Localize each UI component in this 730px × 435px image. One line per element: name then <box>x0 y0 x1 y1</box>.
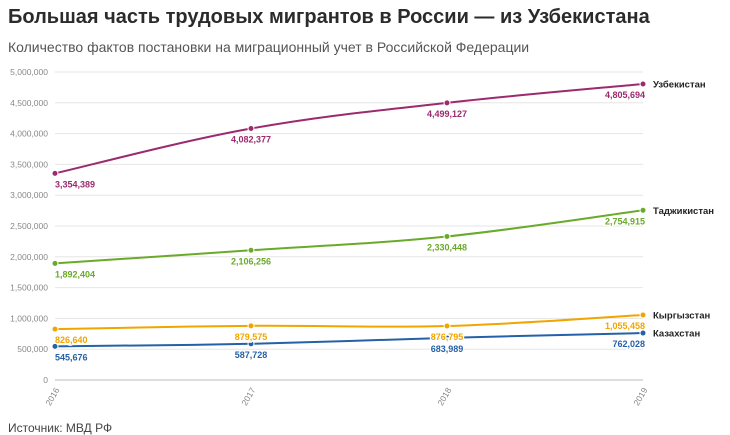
data-points <box>51 80 647 350</box>
x-tick-label: 2019 <box>631 386 649 408</box>
y-tick-label: 3,000,000 <box>10 190 48 200</box>
data-point <box>247 340 255 348</box>
series-name-label: Кыргызстан <box>653 310 710 321</box>
data-point <box>443 334 451 342</box>
x-tick-label: 2018 <box>435 386 453 408</box>
y-tick-label: 4,500,000 <box>10 98 48 108</box>
data-label: 762,028 <box>612 339 645 349</box>
y-axis-ticks: 0 500,000 1,000,000 1,500,000 2,000,000 2,500… <box>10 67 48 385</box>
data-label: 4,499,127 <box>427 109 467 119</box>
series-name-label: Узбекистан <box>653 79 706 90</box>
data-point <box>247 125 255 133</box>
y-tick-label: 1,000,000 <box>10 313 48 323</box>
data-label: 826,640 <box>55 335 88 345</box>
y-tick-label: 4,000,000 <box>10 129 48 139</box>
source-note: Источник: МВД РФ <box>8 421 113 435</box>
data-label: 2,754,915 <box>605 216 645 226</box>
data-point <box>443 99 451 107</box>
data-label: 876,795 <box>431 332 464 342</box>
y-tick-label: 1,500,000 <box>10 283 48 293</box>
y-tick-label: 5,000,000 <box>10 67 48 77</box>
data-label: 3,354,389 <box>55 179 95 189</box>
series-name-label: Таджикистан <box>653 206 714 217</box>
data-label: 4,082,377 <box>231 135 271 145</box>
y-tick-label: 0 <box>43 375 48 385</box>
series-name-labels: Узбекистан Таджикистан Кыргызстан Казахстан <box>653 79 714 339</box>
series-name-label: Казахстан <box>653 329 700 340</box>
data-label: 545,676 <box>55 352 88 362</box>
data-label: 2,106,256 <box>231 256 271 266</box>
series-line <box>54 332 644 348</box>
data-point <box>639 311 647 319</box>
data-label: 683,989 <box>431 344 464 354</box>
y-tick-label: 500,000 <box>17 344 48 354</box>
chart-subtitle: Количество фактов постановки на миграцио… <box>8 39 530 55</box>
data-point <box>247 246 255 254</box>
data-point <box>443 232 451 240</box>
data-labels: 3,354,389 4,082,377 4,499,127 4,805,694 1,89… <box>54 89 647 364</box>
series-line <box>54 313 644 331</box>
grid-lines <box>55 71 643 381</box>
data-point <box>51 325 59 333</box>
data-point <box>639 80 647 88</box>
data-point <box>51 259 59 267</box>
data-point <box>247 322 255 330</box>
chart-title: Большая часть трудовых мигрантов в Росси… <box>8 6 650 28</box>
data-label: 587,728 <box>235 350 268 360</box>
series-line <box>54 82 644 175</box>
data-point <box>51 342 59 350</box>
y-tick-label: 3,500,000 <box>10 159 48 169</box>
x-axis-ticks: 2016 2017 2018 2019 <box>43 386 649 408</box>
data-label: 4,805,694 <box>605 90 645 100</box>
data-label: 1,892,404 <box>55 269 95 279</box>
y-tick-label: 2,000,000 <box>10 252 48 262</box>
series-lines <box>54 82 644 348</box>
x-tick-label: 2017 <box>239 386 257 408</box>
data-point <box>639 206 647 214</box>
data-label: 1,055,458 <box>605 321 645 331</box>
y-tick-label: 2,500,000 <box>10 221 48 231</box>
data-label: 2,330,448 <box>427 242 467 252</box>
data-point <box>51 169 59 177</box>
data-point <box>639 329 647 337</box>
data-label: 879,575 <box>235 332 268 342</box>
x-tick-label: 2016 <box>43 386 61 408</box>
data-point <box>443 322 451 330</box>
series-line <box>54 209 644 265</box>
